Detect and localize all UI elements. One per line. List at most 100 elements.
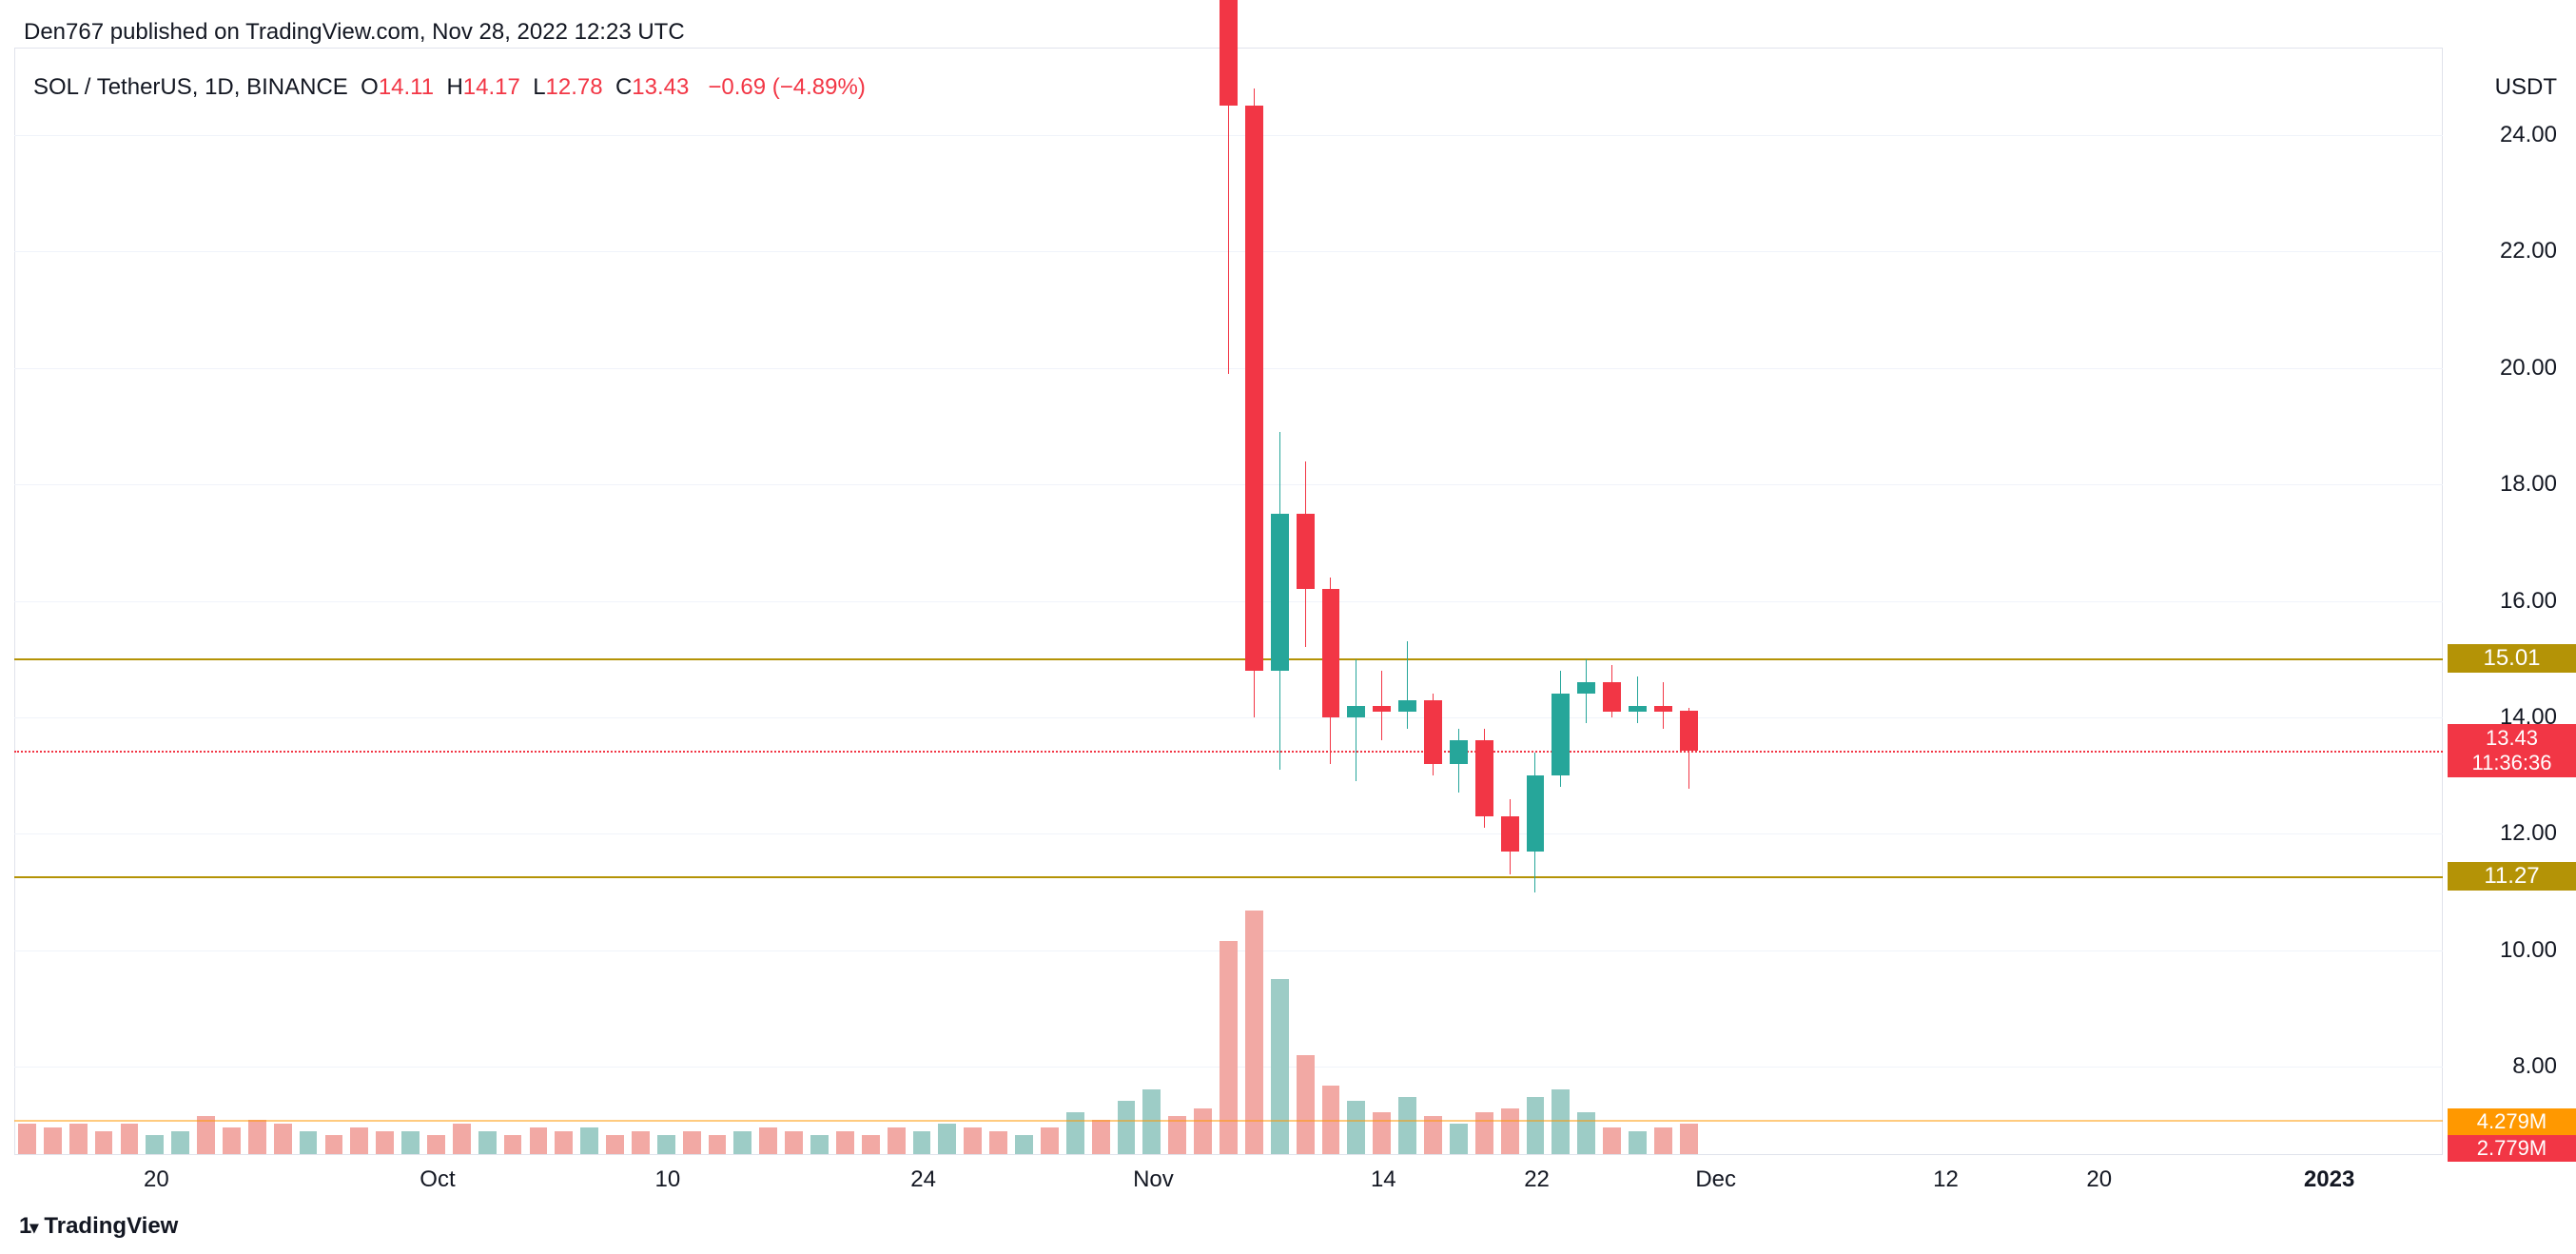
tradingview-logo: 1▾ TradingView [19,1213,178,1240]
candle[interactable] [1501,816,1519,852]
candle[interactable] [1629,706,1647,712]
volume-bar [1475,1112,1493,1154]
y-tick-label: 8.00 [2512,1053,2557,1080]
volume-bar [427,1135,445,1154]
volume-bar [1398,1097,1416,1154]
candle[interactable] [1373,706,1391,712]
volume-bar [632,1131,650,1154]
volume-bar [785,1131,803,1154]
volume-bar [989,1131,1007,1154]
candle[interactable] [1220,0,1238,106]
volume-bar [1450,1124,1468,1154]
candle[interactable] [1603,682,1621,712]
volume-bar [1194,1108,1212,1154]
x-tick-label: 20 [2086,1166,2112,1193]
volume-bar [1347,1101,1365,1154]
volume-bar [1041,1127,1059,1154]
candle[interactable] [1475,740,1493,816]
volume-bar [1271,979,1289,1154]
volume-bar [1577,1112,1595,1154]
x-tick-label: 24 [910,1166,936,1193]
volume-bar [683,1131,701,1154]
x-tick-label: Dec [1695,1166,1736,1193]
y-tick-label: 16.00 [2500,588,2557,615]
candle[interactable] [1424,700,1442,764]
volume-bar [1424,1116,1442,1154]
volume-bar [325,1135,343,1154]
candle[interactable] [1527,775,1545,852]
volume-bar [530,1127,548,1154]
candle[interactable] [1271,514,1289,671]
volume-bar [836,1131,854,1154]
volume-bar [606,1135,624,1154]
volume-bar [1092,1120,1110,1154]
tv-icon: 1▾ [19,1213,36,1239]
volume-bar [1118,1101,1136,1154]
y-tick-label: 10.00 [2500,937,2557,964]
horizontal-line[interactable] [14,876,2443,878]
volume-bar [1551,1089,1570,1154]
volume-bar [1680,1124,1698,1154]
volume-bar [197,1116,215,1154]
horizontal-line-label: 15.01 [2448,644,2576,673]
volume-bar [350,1127,368,1154]
volume-ma-label: 4.279M [2448,1108,2576,1135]
horizontal-line[interactable] [14,658,2443,660]
volume-bar [1527,1097,1545,1154]
candle[interactable] [1347,706,1365,717]
candle[interactable] [1297,514,1315,590]
x-axis[interactable]: 20Oct1024Nov1422Dec12202023 [14,1154,2443,1202]
x-tick-label: Oct [420,1166,455,1193]
volume-bar [69,1124,88,1154]
candle[interactable] [1245,106,1263,671]
y-tick-label: 24.00 [2500,122,2557,148]
volume-bar [401,1131,420,1154]
candle[interactable] [1680,711,1698,751]
candle[interactable] [1398,700,1416,712]
x-tick-label: 12 [1933,1166,1959,1193]
volume-bar [1297,1055,1315,1154]
volume-bar [1654,1127,1672,1154]
volume-bar [300,1131,318,1154]
volume-current-label: 2.779M [2448,1135,2576,1162]
volume-bar [1168,1116,1186,1154]
volume-bar [95,1131,113,1154]
candle-wick [1637,676,1638,723]
volume-bar [1629,1131,1647,1154]
volume-bar [248,1120,266,1154]
volume-bar [657,1135,675,1154]
volume-bar [938,1124,956,1154]
candle[interactable] [1654,706,1672,712]
volume-bar [555,1131,573,1154]
volume-bar [1603,1127,1621,1154]
volume-bar [759,1127,777,1154]
volume-bar [171,1131,189,1154]
volume-bar [580,1127,598,1154]
candle[interactable] [1322,589,1340,717]
candle[interactable] [1450,740,1468,763]
current-price-line [14,751,2443,753]
candle[interactable] [1551,694,1570,775]
y-tick-label: 12.00 [2500,820,2557,847]
footer-text: TradingView [44,1213,178,1239]
y-tick-label: 20.00 [2500,355,2557,382]
x-tick-label: 22 [1524,1166,1550,1193]
volume-bar [1066,1112,1084,1154]
horizontal-line-label: 11.27 [2448,862,2576,891]
y-tick-label: 22.00 [2500,238,2557,265]
volume-bar [810,1135,829,1154]
candle[interactable] [1577,682,1595,694]
volume-bar [504,1135,522,1154]
volume-bar [862,1135,880,1154]
volume-bar [18,1124,36,1154]
volume-bar [453,1124,471,1154]
publish-header: Den767 published on TradingView.com, Nov… [24,19,685,46]
volume-bar [913,1131,931,1154]
volume-bar [223,1127,241,1154]
volume-bar [376,1131,394,1154]
volume-bar [1373,1112,1391,1154]
volume-bar [44,1127,62,1154]
volume-bar [1142,1089,1161,1154]
volume-ma-line [14,1120,2443,1122]
candle-wick [1407,641,1408,729]
